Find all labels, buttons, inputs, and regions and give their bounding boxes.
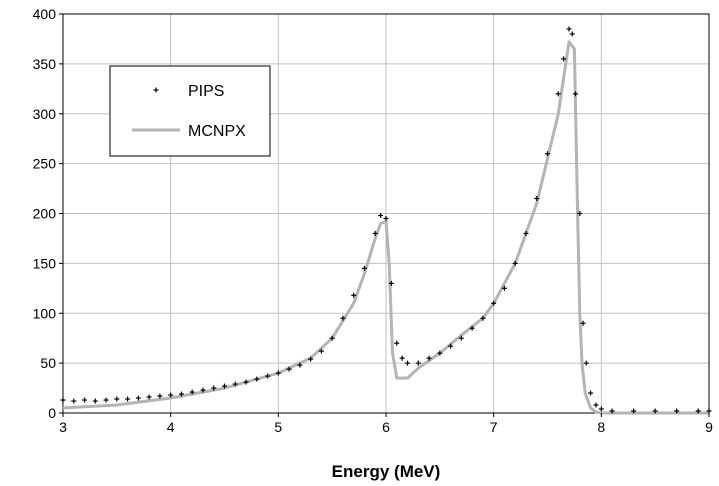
data-point-pips: [71, 398, 77, 404]
data-point-pips: [92, 398, 98, 404]
y-tick-label: 400: [33, 6, 57, 22]
data-point-pips: [135, 395, 141, 401]
data-point-pips: [383, 215, 389, 221]
legend-label-mcnpx: MCNPX: [188, 123, 246, 140]
data-point-pips: [469, 325, 475, 331]
data-point-pips: [318, 348, 324, 354]
data-point-pips: [211, 385, 217, 391]
data-point-pips: [545, 151, 550, 157]
data-point-pips: [512, 260, 518, 266]
x-tick-label: 7: [490, 419, 498, 435]
ticks-layer: 3 4 5 6 7 8 9 0 50 100 150 200 250 300 350 400: [33, 6, 713, 435]
data-point-pips: [394, 340, 400, 346]
data-point-pips: [588, 390, 594, 396]
data-point-pips: [695, 408, 701, 414]
data-point-pips: [388, 280, 394, 286]
data-point-pips: [189, 389, 195, 395]
data-point-pips: [399, 355, 405, 361]
data-point-pips: [593, 402, 599, 408]
data-point-pips: [426, 355, 432, 361]
y-tick-label: 0: [48, 405, 56, 421]
data-point-pips: [168, 392, 174, 398]
data-point-pips: [146, 394, 152, 400]
y-tick-label: 250: [33, 156, 57, 172]
data-point-pips: [555, 91, 561, 97]
y-tick-label: 150: [33, 255, 57, 271]
data-point-pips: [200, 387, 206, 393]
data-point-pips: [534, 196, 540, 202]
data-point-pips: [157, 393, 163, 399]
data-point-pips: [286, 366, 292, 372]
x-tick-label: 5: [274, 419, 282, 435]
data-point-pips: [609, 408, 615, 414]
data-point-pips: [114, 396, 120, 402]
data-point-pips: [580, 320, 586, 326]
data-point-pips: [351, 292, 357, 298]
series-points-pips: [60, 26, 712, 414]
data-point-pips: [361, 265, 367, 271]
x-axis-title: Energy (MeV): [332, 462, 441, 481]
data-point-pips: [125, 396, 131, 402]
data-point-pips: [598, 406, 604, 412]
data-point-pips: [491, 300, 497, 306]
data-point-pips: [652, 408, 658, 414]
data-point-pips: [297, 362, 303, 368]
x-tick-label: 8: [597, 419, 605, 435]
legend-plus-glyph: [153, 87, 159, 93]
data-point-pips: [60, 397, 66, 403]
data-point-pips: [501, 285, 507, 291]
data-point-pips: [561, 56, 567, 62]
data-point-pips: [378, 212, 384, 218]
y-tick-label: 50: [40, 355, 56, 371]
data-point-pips: [674, 408, 680, 414]
data-point-pips: [437, 350, 443, 356]
data-point-pips: [340, 315, 346, 321]
data-point-pips: [706, 408, 712, 414]
data-point-pips: [254, 376, 260, 382]
data-point-pips: [583, 360, 589, 366]
data-point-pips: [329, 335, 335, 341]
legend: PIPS MCNPX: [109, 65, 271, 157]
y-tick-label: 100: [33, 305, 57, 321]
data-point-pips: [232, 381, 238, 387]
data-point-pips: [222, 383, 227, 389]
legend-label-pips: PIPS: [188, 83, 224, 100]
data-point-pips: [480, 315, 486, 321]
data-point-pips: [243, 379, 249, 385]
x-tick-label: 6: [382, 419, 390, 435]
data-point-pips: [577, 211, 583, 216]
data-point-pips: [415, 360, 421, 366]
data-point-pips: [178, 391, 184, 397]
data-point-pips: [458, 335, 464, 341]
data-point-pips: [308, 356, 314, 362]
data-point-pips: [103, 397, 109, 403]
data-point-pips: [523, 230, 529, 236]
data-point-pips: [569, 31, 575, 37]
data-point-pips: [265, 373, 271, 379]
data-point-pips: [275, 370, 281, 376]
x-tick-label: 9: [705, 419, 713, 435]
data-point-pips: [566, 26, 572, 32]
data-point-pips: [372, 230, 378, 236]
x-tick-label: 3: [59, 419, 67, 435]
data-point-pips: [82, 397, 88, 403]
data-point-pips: [631, 408, 637, 414]
data-point-pips: [405, 360, 411, 366]
legend-box: [109, 65, 271, 157]
data-point-pips: [448, 343, 454, 349]
legend-marker-pips: [153, 87, 159, 93]
y-tick-label: 350: [33, 56, 57, 72]
y-tick-label: 200: [33, 206, 57, 222]
y-tick-label: 300: [33, 106, 57, 122]
x-tick-label: 4: [167, 419, 175, 435]
series-layer: [60, 26, 712, 415]
data-point-pips: [572, 91, 578, 97]
